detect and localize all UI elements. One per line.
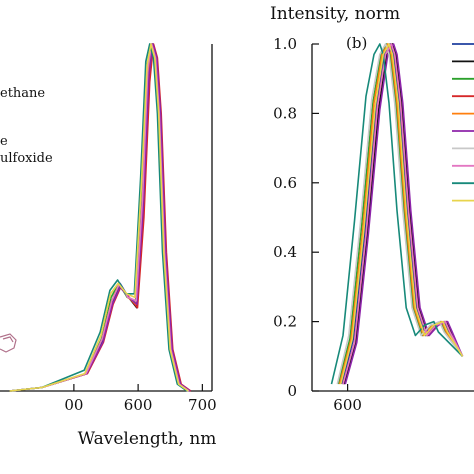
panel-a-series-line	[9, 43, 189, 392]
panel-a-x-axis-title: Wavelength, nm	[78, 429, 217, 449]
panel-b-x-tick-label: 600	[333, 396, 362, 414]
panel-b-legend	[452, 43, 474, 202]
panel-a-legend-fragment-3: ulfoxide	[0, 151, 53, 166]
panel-b-series	[330, 43, 464, 385]
panel-b-y-ticks: 0 0.2 0.4 0.6 0.8 1.0	[273, 35, 319, 400]
panel-b-series-line	[330, 43, 464, 385]
panel-b-y-axis-title: Intensity, norm	[270, 4, 400, 24]
panel-b-series-line	[339, 43, 464, 385]
panel-a-x-tick-label: 00	[64, 396, 83, 414]
panel-b-y-tick-label: 0.2	[273, 313, 297, 331]
panel-b-y-tick-label: 0	[287, 382, 297, 400]
molecule-sketch-fragment	[0, 333, 17, 353]
panel-b-series-line	[342, 43, 464, 385]
panel-b-y-tick-label: 1.0	[273, 35, 297, 53]
panel-b-series-line	[344, 43, 464, 385]
panel-b-x-ticks: 600	[333, 384, 362, 414]
panel-b-y-tick-label: 0.8	[273, 104, 297, 122]
panel-a-x-ticks: 00 600 700	[64, 384, 217, 414]
panel-b-y-tick-label: 0.4	[273, 243, 297, 261]
panel-b-chart: 0 0.2 0.4 0.6 0.8 1.0 600 Intensity, norm (b)	[270, 4, 474, 414]
panel-b-series-line	[336, 43, 464, 385]
panel-a-legend-fragment-1: ethane	[0, 86, 45, 101]
panel-a-chart: 00 600 700 ethane e ulfoxide Wavelength, n…	[0, 43, 217, 449]
panel-a-series-line	[9, 43, 191, 392]
panel-b-label: (b)	[346, 34, 367, 52]
panel-b-y-tick-label: 0.6	[273, 174, 297, 192]
panel-a-x-tick-label: 700	[188, 396, 217, 414]
panel-a-series	[9, 43, 192, 392]
panel-a-x-tick-label: 600	[124, 396, 153, 414]
panel-a-legend-fragment-2: e	[0, 134, 8, 149]
panel-a-series-line	[9, 43, 188, 392]
